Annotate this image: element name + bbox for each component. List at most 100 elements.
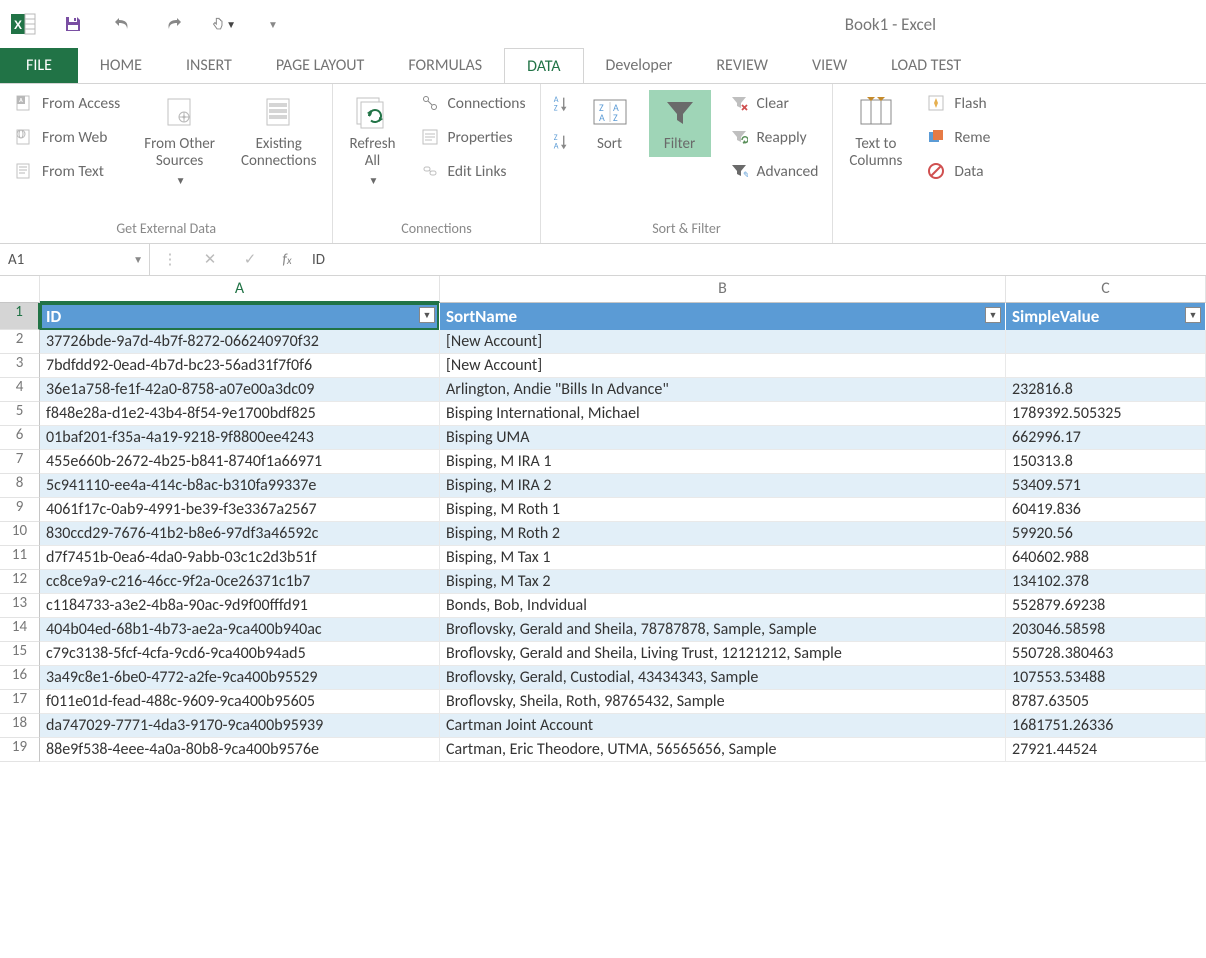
formula-input[interactable]: ID bbox=[304, 251, 1206, 269]
row-header[interactable]: 15 bbox=[0, 642, 40, 666]
column-header-b[interactable]: B bbox=[440, 276, 1006, 303]
tab-insert[interactable]: INSERT bbox=[164, 48, 254, 83]
table-cell[interactable]: Cartman, Eric Theodore, UTMA, 56565656, … bbox=[440, 738, 1006, 762]
tab-file[interactable]: FILE bbox=[0, 48, 78, 83]
filter-dropdown-icon[interactable]: ▼ bbox=[419, 307, 435, 323]
table-cell[interactable]: Bisping UMA bbox=[440, 426, 1006, 450]
table-cell[interactable]: 404b04ed-68b1-4b73-ae2a-9ca400b940ac bbox=[40, 618, 440, 642]
tab-view[interactable]: VIEW bbox=[790, 48, 869, 83]
refresh-all-button[interactable]: Refresh All▼ bbox=[343, 90, 401, 190]
properties-button[interactable]: Properties bbox=[416, 124, 530, 150]
table-cell[interactable]: [New Account] bbox=[440, 354, 1006, 378]
table-cell[interactable]: Broflovsky, Sheila, Roth, 98765432, Samp… bbox=[440, 690, 1006, 714]
row-header[interactable]: 16 bbox=[0, 666, 40, 690]
table-cell[interactable]: 53409.571 bbox=[1006, 474, 1206, 498]
column-header-c[interactable]: C bbox=[1006, 276, 1206, 303]
touch-mode-icon[interactable]: ▼ bbox=[210, 11, 236, 37]
tab-home[interactable]: HOME bbox=[78, 48, 164, 83]
table-cell[interactable]: Broflovsky, Gerald and Sheila, 78787878,… bbox=[440, 618, 1006, 642]
column-header-a[interactable]: A bbox=[40, 276, 440, 303]
clear-filter-button[interactable]: Clear bbox=[725, 90, 823, 116]
table-cell[interactable]: 150313.8 bbox=[1006, 450, 1206, 474]
row-header[interactable]: 9 bbox=[0, 498, 40, 522]
from-web-button[interactable]: From Web bbox=[10, 124, 124, 150]
advanced-filter-button[interactable]: ✎Advanced bbox=[725, 158, 823, 184]
enter-formula-icon[interactable]: ✓ bbox=[230, 250, 270, 269]
table-header-sortname[interactable]: SortName▼ bbox=[440, 303, 1006, 330]
table-cell[interactable]: Bisping, M IRA 1 bbox=[440, 450, 1006, 474]
undo-icon[interactable] bbox=[110, 11, 136, 37]
remove-duplicates-button[interactable]: Reme bbox=[922, 124, 994, 150]
reapply-button[interactable]: Reapply bbox=[725, 124, 823, 150]
table-cell[interactable] bbox=[1006, 354, 1206, 378]
table-cell[interactable]: [New Account] bbox=[440, 330, 1006, 354]
table-cell[interactable]: Bisping, M Roth 2 bbox=[440, 522, 1006, 546]
table-cell[interactable]: Cartman Joint Account bbox=[440, 714, 1006, 738]
row-header[interactable]: 11 bbox=[0, 546, 40, 570]
table-cell[interactable]: Broflovsky, Gerald and Sheila, Living Tr… bbox=[440, 642, 1006, 666]
table-cell[interactable]: c1184733-a3e2-4b8a-90ac-9d9f00fffd91 bbox=[40, 594, 440, 618]
table-cell[interactable]: 37726bde-9a7d-4b7f-8272-066240970f32 bbox=[40, 330, 440, 354]
save-icon[interactable] bbox=[60, 11, 86, 37]
table-cell[interactable]: 3a49c8e1-6be0-4772-a2fe-9ca400b95529 bbox=[40, 666, 440, 690]
edit-links-button[interactable]: Edit Links bbox=[416, 158, 530, 184]
table-cell[interactable]: d7f7451b-0ea6-4da0-9abb-03c1c2d3b51f bbox=[40, 546, 440, 570]
row-header[interactable]: 7 bbox=[0, 450, 40, 474]
table-cell[interactable]: 36e1a758-fe1f-42a0-8758-a07e00a3dc09 bbox=[40, 378, 440, 402]
table-cell[interactable]: c79c3138-5fcf-4cfa-9cd6-9ca400b94ad5 bbox=[40, 642, 440, 666]
connections-button[interactable]: Connections bbox=[416, 90, 530, 116]
sort-asc-icon[interactable]: AZ bbox=[551, 94, 571, 114]
filter-dropdown-icon[interactable]: ▼ bbox=[985, 307, 1001, 323]
table-cell[interactable]: 107553.53488 bbox=[1006, 666, 1206, 690]
table-cell[interactable]: 455e660b-2672-4b25-b841-8740f1a66971 bbox=[40, 450, 440, 474]
excel-app-icon[interactable]: X bbox=[10, 11, 36, 37]
table-cell[interactable]: Bisping, M Tax 1 bbox=[440, 546, 1006, 570]
table-cell[interactable]: cc8ce9a9-c216-46cc-9f2a-0ce26371c1b7 bbox=[40, 570, 440, 594]
table-cell[interactable]: Bisping, M Tax 2 bbox=[440, 570, 1006, 594]
data-validation-button[interactable]: Data bbox=[922, 158, 994, 184]
name-box[interactable]: A1▼ bbox=[0, 244, 150, 275]
from-access-button[interactable]: AFrom Access bbox=[10, 90, 124, 116]
table-cell[interactable]: Bisping International, Michael bbox=[440, 402, 1006, 426]
table-cell[interactable]: 1681751.26336 bbox=[1006, 714, 1206, 738]
table-cell[interactable]: 27921.44524 bbox=[1006, 738, 1206, 762]
row-header[interactable]: 3 bbox=[0, 354, 40, 378]
table-header-simplevalue[interactable]: SimpleValue▼ bbox=[1006, 303, 1206, 330]
sort-button[interactable]: ZAAZ Sort bbox=[585, 90, 635, 157]
row-header[interactable]: 13 bbox=[0, 594, 40, 618]
table-cell[interactable]: 7bdfdd92-0ead-4b7d-bc23-56ad31f7f0f6 bbox=[40, 354, 440, 378]
flash-fill-button[interactable]: Flash bbox=[922, 90, 994, 116]
sort-desc-icon[interactable]: ZA bbox=[551, 132, 571, 152]
table-cell[interactable]: Bonds, Bob, Indvidual bbox=[440, 594, 1006, 618]
table-header-id[interactable]: ID▼ bbox=[40, 303, 440, 330]
select-all-corner[interactable] bbox=[0, 276, 40, 303]
table-cell[interactable]: 203046.58598 bbox=[1006, 618, 1206, 642]
from-other-sources-button[interactable]: From Other Sources▼ bbox=[138, 90, 221, 190]
row-header[interactable]: 6 bbox=[0, 426, 40, 450]
redo-icon[interactable] bbox=[160, 11, 186, 37]
row-header[interactable]: 8 bbox=[0, 474, 40, 498]
table-cell[interactable]: Arlington, Andie "Bills In Advance" bbox=[440, 378, 1006, 402]
tab-page-layout[interactable]: PAGE LAYOUT bbox=[254, 48, 387, 83]
table-cell[interactable]: Broflovsky, Gerald, Custodial, 43434343,… bbox=[440, 666, 1006, 690]
from-text-button[interactable]: From Text bbox=[10, 158, 124, 184]
filter-dropdown-icon[interactable]: ▼ bbox=[1185, 307, 1201, 323]
table-cell[interactable]: da747029-7771-4da3-9170-9ca400b95939 bbox=[40, 714, 440, 738]
table-cell[interactable]: 134102.378 bbox=[1006, 570, 1206, 594]
table-cell[interactable]: 550728.380463 bbox=[1006, 642, 1206, 666]
text-to-columns-button[interactable]: Text to Columns bbox=[843, 90, 908, 175]
table-cell[interactable]: Bisping, M Roth 1 bbox=[440, 498, 1006, 522]
table-cell[interactable]: 88e9f538-4eee-4a0a-80b8-9ca400b9576e bbox=[40, 738, 440, 762]
table-cell[interactable]: 4061f17c-0ab9-4991-be39-f3e3367a2567 bbox=[40, 498, 440, 522]
table-cell[interactable] bbox=[1006, 330, 1206, 354]
row-header[interactable]: 4 bbox=[0, 378, 40, 402]
tab-developer[interactable]: Developer bbox=[584, 48, 695, 83]
row-header[interactable]: 18 bbox=[0, 714, 40, 738]
table-cell[interactable]: 01baf201-f35a-4a19-9218-9f8800ee4243 bbox=[40, 426, 440, 450]
formula-more-icon[interactable]: ⋮ bbox=[150, 250, 190, 269]
cancel-formula-icon[interactable]: ✕ bbox=[190, 250, 230, 269]
table-cell[interactable]: 60419.836 bbox=[1006, 498, 1206, 522]
row-header[interactable]: 2 bbox=[0, 330, 40, 354]
tab-data[interactable]: DATA bbox=[504, 48, 583, 83]
tab-load-test[interactable]: LOAD TEST bbox=[869, 48, 983, 83]
